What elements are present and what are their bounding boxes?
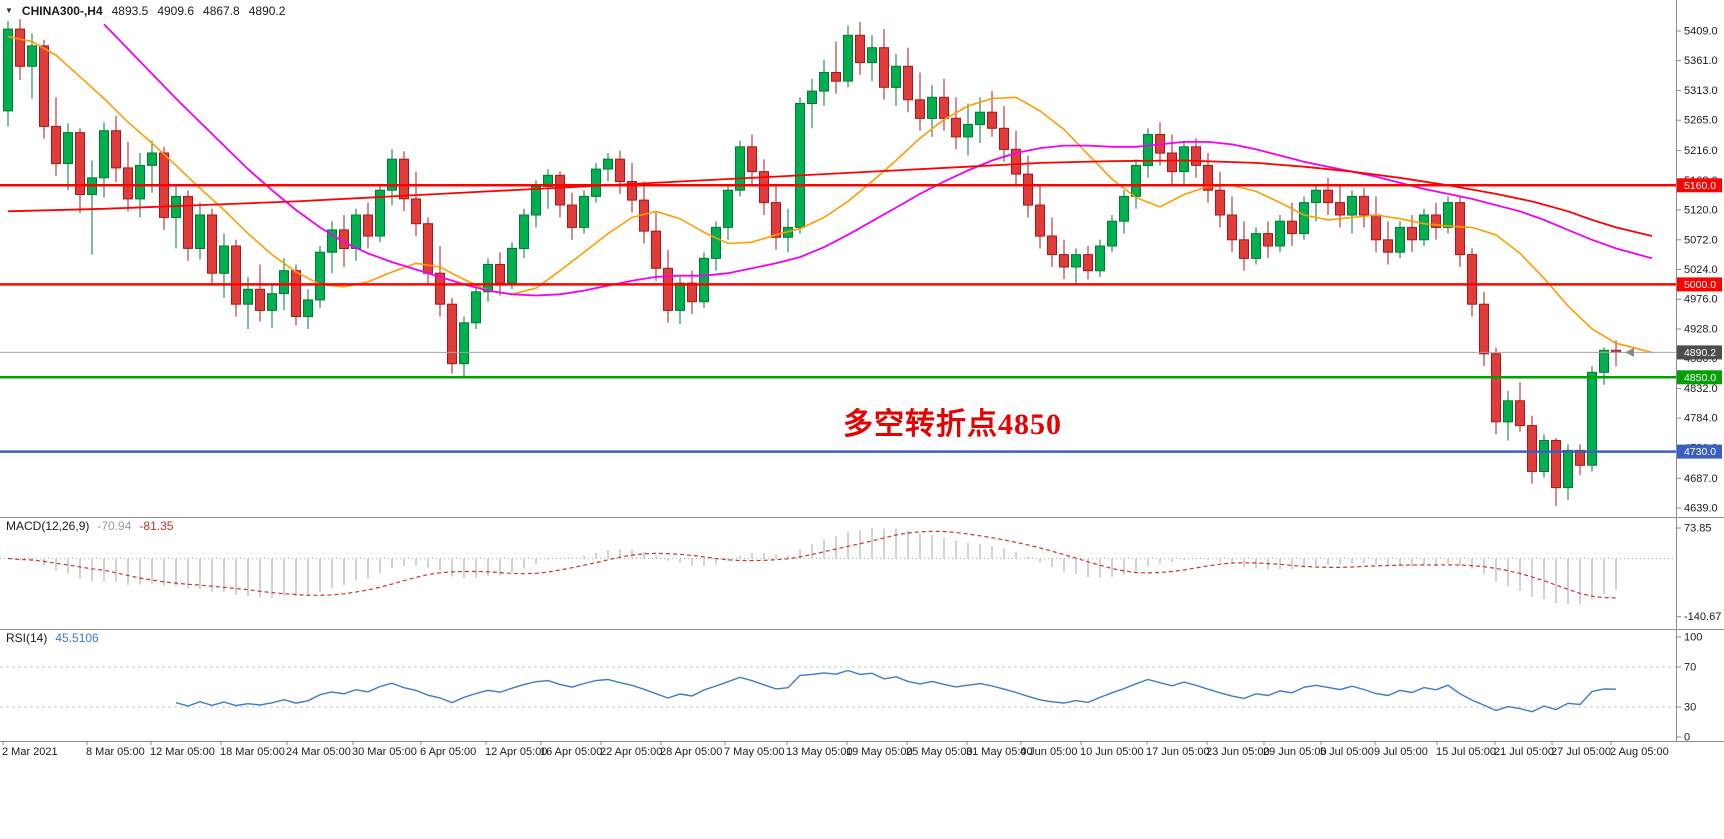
rsi-panel: 100 70 30 0 (0, 632, 1702, 744)
horizontal-lines[interactable]: 5160.0 5000.0 4890.2 4850.0 4730.0 (0, 178, 1722, 459)
svg-text:17 Jun 05:00: 17 Jun 05:00 (1146, 746, 1210, 758)
svg-text:21 Jul 05:00: 21 Jul 05:00 (1494, 746, 1554, 758)
svg-text:100: 100 (1684, 632, 1702, 644)
svg-text:5361.0: 5361.0 (1684, 55, 1718, 67)
macd-signal-value: -81.35 (139, 519, 174, 533)
ma-mid-magenta (103, 23, 1653, 297)
svg-text:31 May 05:00: 31 May 05:00 (966, 746, 1033, 758)
svg-text:5265.0: 5265.0 (1684, 115, 1718, 127)
svg-text:6 Apr 05:00: 6 Apr 05:00 (420, 746, 476, 758)
svg-text:4687.0: 4687.0 (1684, 473, 1718, 485)
svg-text:16 Apr 05:00: 16 Apr 05:00 (540, 746, 602, 758)
macd-indicator-label: MACD(12,26,9) -70.94 -81.35 (6, 519, 173, 533)
rsi-name: RSI(14) (6, 631, 48, 645)
svg-text:28 Apr 05:00: 28 Apr 05:00 (660, 746, 722, 758)
svg-text:18 Mar 05:00: 18 Mar 05:00 (220, 746, 285, 758)
rsi-value: 45.5106 (55, 631, 99, 645)
svg-text:4730.0: 4730.0 (1684, 446, 1716, 458)
svg-text:4928.0: 4928.0 (1684, 323, 1718, 335)
svg-text:12 Mar 05:00: 12 Mar 05:00 (150, 746, 215, 758)
price-badge-5160.0[interactable] (1677, 178, 1722, 193)
svg-text:5216.0: 5216.0 (1684, 145, 1718, 157)
macd-name: MACD(12,26,9) (6, 519, 90, 533)
svg-text:2 Mar 2021: 2 Mar 2021 (2, 746, 58, 758)
chart-annotation-text[interactable]: 多空转折点4850 (843, 408, 1062, 441)
time-axis[interactable]: 2 Mar 2021 8 Mar 05:00 12 Mar 05:00 18 Mar … (2, 741, 1669, 758)
ohlc-close-value: 4890.2 (248, 4, 286, 18)
svg-text:24 Mar 05:00: 24 Mar 05:00 (286, 746, 351, 758)
svg-text:5409.0: 5409.0 (1684, 26, 1718, 38)
svg-text:27 Jul 05:00: 27 Jul 05:00 (1551, 746, 1611, 758)
svg-text:2 Aug 05:00: 2 Aug 05:00 (1610, 746, 1669, 758)
svg-text:0: 0 (1684, 732, 1690, 744)
svg-text:5072.0: 5072.0 (1684, 234, 1718, 246)
chart-header: ▼ CHINA300-,H4 4893.5 4909.6 4867.8 4890… (5, 4, 285, 18)
svg-text:4639.0: 4639.0 (1684, 503, 1718, 515)
svg-text:25 May 05:00: 25 May 05:00 (906, 746, 973, 758)
svg-text:15 Jul 05:00: 15 Jul 05:00 (1436, 746, 1496, 758)
svg-text:7 May 05:00: 7 May 05:00 (724, 746, 785, 758)
ma-fast-orange (7, 35, 1653, 354)
svg-text:4784.0: 4784.0 (1684, 413, 1718, 425)
current-price-arrow (1625, 347, 1634, 357)
svg-text:9 Jul 05:00: 9 Jul 05:00 (1374, 746, 1428, 758)
price-badge-5000.0[interactable] (1677, 277, 1722, 292)
svg-text:8 Mar 05:00: 8 Mar 05:00 (86, 746, 145, 758)
svg-text:30: 30 (1684, 702, 1696, 714)
ma-slow-red (7, 159, 1653, 237)
price-badge-4890.2[interactable] (1677, 345, 1722, 360)
svg-text:23 Jun 05:00: 23 Jun 05:00 (1206, 746, 1270, 758)
rsi-indicator-label: RSI(14) 45.5106 (6, 631, 99, 645)
svg-text:5120.0: 5120.0 (1684, 205, 1718, 217)
svg-text:19 May 05:00: 19 May 05:00 (846, 746, 913, 758)
svg-text:4850.0: 4850.0 (1684, 372, 1716, 384)
chart-symbol-period: CHINA300-,H4 (21, 4, 103, 18)
svg-text:5024.0: 5024.0 (1684, 264, 1718, 276)
rsi-line (175, 669, 1617, 713)
svg-text:5 Jul 05:00: 5 Jul 05:00 (1320, 746, 1374, 758)
price-axis[interactable]: 5409.05361.05313.05265.05216.05168.05120… (1676, 0, 1718, 741)
ohlc-low-value: 4867.8 (203, 4, 240, 18)
macd-panel: 73.85 -140.67 (0, 523, 1721, 623)
price-badge-4730.0[interactable] (1677, 444, 1722, 459)
svg-text:5313.0: 5313.0 (1684, 85, 1718, 97)
ohlc-high-value: 4909.6 (157, 4, 195, 18)
svg-text:30 Mar 05:00: 30 Mar 05:00 (352, 746, 417, 758)
price-badge-4850.0[interactable] (1677, 370, 1722, 385)
svg-text:4832.0: 4832.0 (1684, 383, 1718, 395)
svg-text:4976.0: 4976.0 (1684, 294, 1718, 306)
svg-text:22 Apr 05:00: 22 Apr 05:00 (600, 746, 662, 758)
svg-text:12 Apr 05:00: 12 Apr 05:00 (485, 746, 547, 758)
svg-text:4 Jun 05:00: 4 Jun 05:00 (1020, 746, 1078, 758)
svg-text:5000.0: 5000.0 (1684, 279, 1716, 291)
chart-marker-icon: ▼ (5, 6, 13, 15)
svg-text:4890.2: 4890.2 (1684, 347, 1716, 359)
svg-text:5160.0: 5160.0 (1684, 180, 1716, 192)
svg-text:-140.67: -140.67 (1684, 611, 1721, 623)
ma-overlays (7, 23, 1653, 354)
svg-text:10 Jun 05:00: 10 Jun 05:00 (1080, 746, 1144, 758)
svg-text:73.85: 73.85 (1684, 523, 1712, 535)
svg-text:70: 70 (1684, 662, 1696, 674)
svg-text:13 May 05:00: 13 May 05:00 (786, 746, 853, 758)
svg-text:29 Jun 05:00: 29 Jun 05:00 (1263, 746, 1327, 758)
macd-main-value: -70.94 (97, 519, 132, 533)
ohlc-open-value: 4893.5 (111, 4, 149, 18)
